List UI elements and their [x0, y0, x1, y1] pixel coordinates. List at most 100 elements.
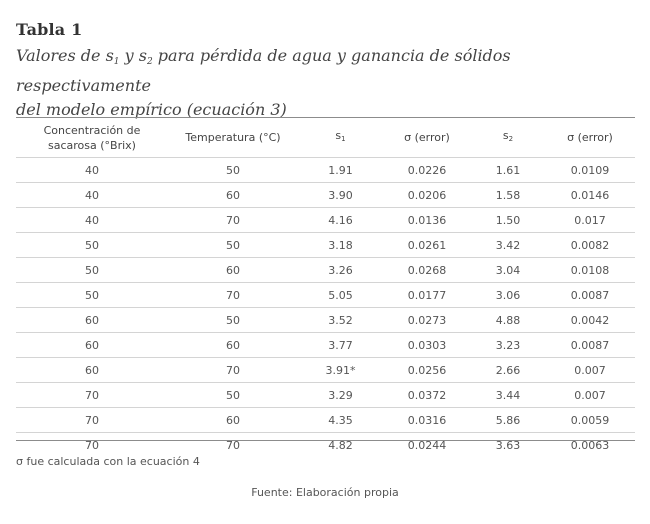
cell-sigma-1: 0.0268 [407, 263, 447, 277]
cell-concentration: 70 [85, 438, 99, 452]
cell-s1: 3.52 [328, 313, 353, 327]
cell-s2: 3.06 [495, 288, 521, 302]
cell-temperature: 50 [226, 238, 240, 252]
cell-s2: 3.23 [495, 338, 521, 352]
cell-sigma-1: 0.0226 [407, 163, 447, 177]
cell-sigma-1: 0.0273 [407, 313, 447, 327]
cell-concentration: 60 [85, 363, 99, 377]
cell-s1: 3.18 [328, 238, 353, 252]
table-row: 60 60 3.77 0.0303 3.23 0.0087 [16, 332, 635, 358]
cell-temperature: 60 [226, 338, 240, 352]
cell-temperature: 50 [226, 388, 240, 402]
cell-sigma-2: 0.0087 [570, 288, 610, 302]
header-sigma-1: σ (error) [404, 131, 450, 144]
table-row: 40 70 4.16 0.0136 1.50 0.017 [16, 207, 635, 233]
header-s2-subscript: 2 [508, 135, 514, 143]
cell-s1: 4.35 [328, 413, 353, 427]
cell-temperature: 60 [226, 188, 240, 202]
cell-temperature: 60 [226, 413, 240, 427]
cell-sigma-1: 0.0244 [407, 438, 447, 452]
cell-s2: 1.61 [495, 163, 521, 177]
cell-sigma-1: 0.0316 [407, 413, 447, 427]
header-concentration-line2: sacarosa (°Brix) [48, 138, 136, 152]
cell-sigma-1: 0.0303 [407, 338, 447, 352]
header-temperature: Temperatura (°C) [185, 131, 281, 144]
cell-s2: 3.42 [495, 238, 521, 252]
cell-temperature: 50 [226, 313, 240, 327]
cell-sigma-1: 0.0256 [407, 363, 447, 377]
table-bottom-rule [16, 440, 635, 441]
cell-concentration: 70 [85, 388, 99, 402]
cell-sigma-1: 0.0206 [407, 188, 447, 202]
cell-concentration: 50 [85, 238, 99, 252]
cell-sigma-2: 0.0108 [570, 263, 610, 277]
cell-temperature: 70 [226, 363, 240, 377]
cell-s1: 1.91 [328, 163, 353, 177]
cell-sigma-2: 0.0063 [570, 438, 610, 452]
cell-sigma-1: 0.0372 [407, 388, 447, 402]
table-row: 70 70 4.82 0.0244 3.63 0.0063 [16, 432, 635, 458]
source-note: Fuente: Elaboración propia [251, 486, 399, 499]
cell-s1: 3.90 [328, 188, 353, 202]
cell-sigma-2: 0.0109 [570, 163, 610, 177]
cell-temperature: 60 [226, 263, 240, 277]
cell-sigma-1: 0.0136 [407, 213, 447, 227]
header-row: Concentración de sacarosa (°Brix) Temper… [16, 118, 635, 158]
header-s1: s1 [298, 118, 383, 158]
header-s2-symbol: s [502, 129, 509, 142]
table-label: Tabla 1 [16, 20, 83, 39]
cell-temperature: 50 [226, 163, 240, 177]
header-concentration-line1: Concentración de [43, 123, 141, 137]
cell-s1: 5.05 [328, 288, 353, 302]
header-s1-symbol: s [335, 129, 342, 142]
cell-s2: 5.86 [495, 413, 521, 427]
cell-s2: 1.50 [495, 213, 521, 227]
table-row: 50 60 3.26 0.0268 3.04 0.0108 [16, 257, 635, 283]
table-body: 40 50 1.91 0.0226 1.61 0.0109 40 60 3.90 0.0206 1.… [16, 157, 635, 458]
table-caption: Valores de s1 y s2 para pérdida de agua … [16, 44, 644, 122]
data-table: Concentración de sacarosa (°Brix) Temper… [16, 118, 635, 457]
cell-sigma-2: 0.0059 [570, 413, 610, 427]
cell-s2: 1.58 [495, 188, 521, 202]
cell-sigma-2: 0.017 [574, 213, 606, 227]
cell-concentration: 40 [85, 213, 99, 227]
table-row: 40 50 1.91 0.0226 1.61 0.0109 [16, 157, 635, 183]
cell-s1: 3.77 [328, 338, 353, 352]
cell-sigma-2: 0.0082 [570, 238, 610, 252]
cell-concentration: 40 [85, 188, 99, 202]
cell-s1: 3.29 [328, 388, 353, 402]
caption-subscript: 2 [146, 57, 153, 67]
cell-concentration: 70 [85, 413, 99, 427]
cell-sigma-1: 0.0261 [407, 238, 447, 252]
cell-sigma-2: 0.007 [574, 363, 606, 377]
table-row: 50 70 5.05 0.0177 3.06 0.0087 [16, 282, 635, 308]
cell-s2: 3.44 [495, 388, 521, 402]
cell-temperature: 70 [226, 438, 240, 452]
cell-sigma-2: 0.007 [574, 388, 606, 402]
footnote: σ fue calculada con la ecuación 4 [16, 455, 200, 468]
table-row: 60 50 3.52 0.0273 4.88 0.0042 [16, 307, 635, 333]
table-row: 60 70 3.91* 0.0256 2.66 0.007 [16, 357, 635, 383]
cell-temperature: 70 [226, 288, 240, 302]
caption-text: para pérdida de agua y ganancia de sólid… [16, 46, 511, 95]
cell-s2: 3.63 [495, 438, 521, 452]
cell-concentration: 60 [85, 313, 99, 327]
cell-s2: 3.04 [495, 263, 521, 277]
cell-concentration: 50 [85, 288, 99, 302]
caption-text: Valores de s [16, 46, 114, 65]
cell-concentration: 60 [85, 338, 99, 352]
table-row: 70 50 3.29 0.0372 3.44 0.007 [16, 382, 635, 408]
caption-subscript: 1 [113, 57, 120, 67]
cell-concentration: 40 [85, 163, 99, 177]
caption-text: y s [119, 46, 147, 65]
header-sigma-2: σ (error) [567, 131, 613, 144]
cell-s1: 3.26 [328, 263, 353, 277]
cell-temperature: 70 [226, 213, 240, 227]
header-concentration: Concentración de sacarosa (°Brix) [16, 118, 168, 158]
cell-sigma-2: 0.0146 [570, 188, 610, 202]
cell-sigma-1: 0.0177 [407, 288, 447, 302]
caption-line-2: del modelo empírico (ecuación 3) [16, 100, 287, 119]
cell-sigma-2: 0.0042 [570, 313, 610, 327]
table-row: 50 50 3.18 0.0261 3.42 0.0082 [16, 232, 635, 258]
cell-sigma-2: 0.0087 [570, 338, 610, 352]
